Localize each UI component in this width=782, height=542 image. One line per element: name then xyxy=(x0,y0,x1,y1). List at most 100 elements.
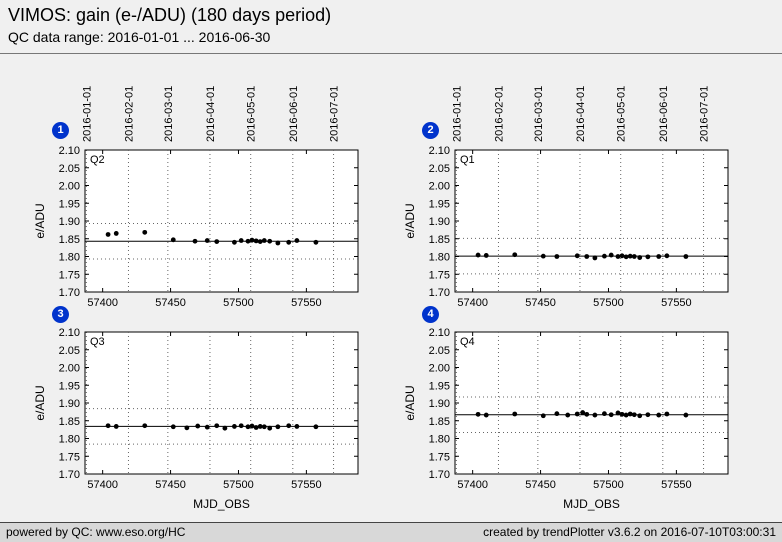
footer-created-by: created by trendPlotter v3.6.2 on 2016-0… xyxy=(483,525,776,539)
data-point xyxy=(615,254,621,259)
data-point xyxy=(637,255,643,260)
data-point xyxy=(631,412,637,418)
data-point xyxy=(540,413,546,419)
data-point xyxy=(238,238,244,243)
y-tick-label: 1.70 xyxy=(59,469,80,481)
y-axis-label: e/ADU xyxy=(33,385,47,420)
footer-powered-by: powered by QC: www.eso.org/HC xyxy=(6,525,186,539)
data-point xyxy=(608,252,614,258)
data-point xyxy=(623,254,629,260)
data-point xyxy=(184,425,190,431)
data-point xyxy=(232,239,237,245)
x-tick-label: 57450 xyxy=(155,479,186,491)
x-tick-label: 57400 xyxy=(457,297,488,309)
data-point xyxy=(245,424,251,430)
y-tick-label: 2.10 xyxy=(429,327,450,339)
data-point xyxy=(267,425,273,431)
plot-badge-3[interactable]: 3 xyxy=(52,306,69,323)
date-tick-label: 2016-02-01 xyxy=(493,86,505,142)
data-point xyxy=(584,254,590,259)
y-tick-label: 1.75 xyxy=(59,269,80,281)
data-point xyxy=(238,423,244,429)
x-tick-label: 57500 xyxy=(593,297,624,309)
x-tick-label: 57450 xyxy=(525,297,556,309)
scatter-plot-q3: 57400 57450 57500 57550 1.70 1.75 1.80 1.85 1.90… xyxy=(33,327,359,511)
data-point xyxy=(267,238,273,244)
y-tick-label: 1.80 xyxy=(59,434,80,446)
y-tick-label: 1.85 xyxy=(59,234,80,246)
data-point xyxy=(475,252,481,258)
plot-frame xyxy=(454,149,729,293)
scatter-plot-q1: 2016-01-01 2016-02-01 2016-03-01 2016-04-01… xyxy=(403,86,729,309)
x-tick-label: 57550 xyxy=(661,479,692,491)
y-tick-label: 1.85 xyxy=(59,416,80,428)
y-tick-label: 1.95 xyxy=(429,198,450,210)
plot-frame xyxy=(84,331,359,475)
x-tick-label: 57400 xyxy=(87,297,118,309)
y-tick-label: 2.00 xyxy=(59,363,80,375)
x-tick-label: 57400 xyxy=(87,479,118,491)
data-point xyxy=(602,253,607,259)
data-point xyxy=(313,424,319,430)
date-tick-label: 2016-01-01 xyxy=(81,86,93,142)
data-point xyxy=(113,424,119,429)
y-tick-label: 2.05 xyxy=(59,163,80,175)
x-tick-label: 57400 xyxy=(457,479,488,491)
x-tick-label: 57550 xyxy=(661,297,692,309)
x-tick-label: 57500 xyxy=(223,297,254,309)
quadrant-label: Q3 xyxy=(90,336,105,348)
x-tick-label: 57500 xyxy=(223,479,254,491)
y-axis-label: e/ADU xyxy=(33,203,47,238)
quadrant-label: Q1 xyxy=(460,154,475,166)
y-tick-label: 2.10 xyxy=(59,145,80,157)
plot-frame xyxy=(84,149,359,293)
data-point xyxy=(483,412,489,418)
data-point xyxy=(512,252,518,258)
y-tick-label: 1.95 xyxy=(429,380,450,392)
data-point xyxy=(483,253,489,258)
data-point xyxy=(656,254,662,259)
data-point xyxy=(565,412,571,418)
data-point xyxy=(195,423,201,429)
scatter-plot-q2: 2016-01-01 2016-02-01 2016-03-01 2016-04-01… xyxy=(33,86,359,309)
x-tick-label: 57550 xyxy=(291,297,322,309)
y-tick-label: 2.05 xyxy=(59,345,80,357)
data-point xyxy=(275,240,281,246)
data-point xyxy=(142,229,148,235)
y-tick-label: 2.00 xyxy=(429,363,450,375)
date-tick-label: 2016-05-01 xyxy=(616,86,628,142)
y-tick-label: 2.05 xyxy=(429,345,450,357)
data-point xyxy=(204,238,210,243)
data-point xyxy=(275,424,281,430)
data-point xyxy=(540,253,546,259)
x-tick-label: 57450 xyxy=(525,479,556,491)
data-point xyxy=(554,254,560,259)
date-tick-label: 2016-06-01 xyxy=(658,86,670,142)
y-tick-label: 1.95 xyxy=(59,380,80,392)
page-title: VIMOS: gain (e-/ADU) (180 days period) xyxy=(8,5,332,25)
data-point xyxy=(664,253,670,259)
quadrant-label: Q4 xyxy=(460,336,475,348)
data-point xyxy=(170,237,176,243)
plot-badge-1[interactable]: 1 xyxy=(52,122,69,139)
data-point xyxy=(105,232,111,237)
data-point xyxy=(619,253,625,259)
data-point xyxy=(257,239,263,244)
plot-badge-2[interactable]: 2 xyxy=(422,122,439,139)
y-axis-label: e/ADU xyxy=(403,203,417,238)
data-point xyxy=(592,412,598,418)
date-tick-label: 2016-07-01 xyxy=(699,86,711,142)
y-tick-label: 1.70 xyxy=(429,287,450,299)
data-point xyxy=(656,412,662,418)
data-point xyxy=(253,425,259,430)
data-point xyxy=(627,253,633,259)
data-point xyxy=(580,410,586,415)
y-tick-label: 1.95 xyxy=(59,198,80,210)
plot-badge-4[interactable]: 4 xyxy=(422,306,439,323)
plot-frame xyxy=(454,331,729,475)
date-tick-label: 2016-01-01 xyxy=(451,86,463,142)
data-point xyxy=(608,412,614,418)
y-tick-label: 1.85 xyxy=(429,234,450,246)
data-point xyxy=(615,410,621,416)
